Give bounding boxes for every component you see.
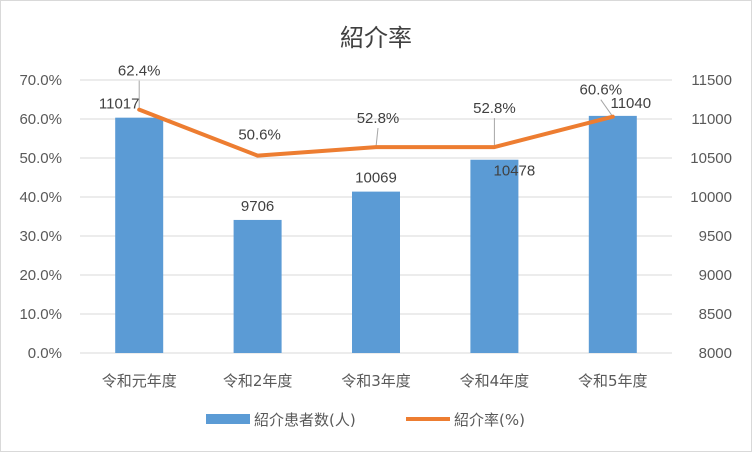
bar <box>470 159 519 353</box>
bar-series <box>115 115 637 353</box>
line-data-labels: 62.4% 50.6% 52.8% 52.8% 60.6% <box>118 63 622 144</box>
right-tick-label: 11000 <box>691 111 732 128</box>
legend-bar-label: 紹介患者数(人) <box>254 411 356 429</box>
left-tick-label: 20.0% <box>19 267 62 284</box>
left-tick-label: 40.0% <box>19 189 62 206</box>
right-tick-label: 10000 <box>690 189 732 206</box>
bar <box>115 117 164 353</box>
left-axis-ticks: 0.0% 10.0% 20.0% 30.0% 40.0% 50.0% 60.0% 70.0% <box>19 72 62 362</box>
right-tick-label: 9500 <box>699 228 732 245</box>
bar <box>352 191 400 353</box>
right-axis-ticks: 8000 8500 9000 9500 10000 10500 11000 11500 <box>690 72 732 362</box>
legend: 紹介患者数(人) 紹介率(%) <box>206 411 525 429</box>
bar-data-labels: 11017 9706 10069 10478 11040 <box>99 95 651 215</box>
line-data-label: 52.8% <box>473 100 516 117</box>
leader-line <box>375 128 379 148</box>
bar <box>588 115 637 353</box>
line-data-label: 62.4% <box>118 63 161 80</box>
right-tick-label: 10500 <box>690 150 732 167</box>
left-tick-label: 10.0% <box>19 306 62 323</box>
line-data-label: 50.6% <box>238 127 281 144</box>
line-data-label: 60.6% <box>580 82 623 99</box>
category-labels: 令和元年度 令和2年度 令和3年度 令和4年度 令和5年度 <box>102 372 648 390</box>
left-tick-label: 70.0% <box>19 72 62 89</box>
category-label: 令和5年度 <box>578 372 648 390</box>
bar-data-label: 10478 <box>494 163 536 180</box>
line-data-label: 52.8% <box>357 110 400 127</box>
right-tick-label: 8000 <box>699 345 732 362</box>
line-series <box>137 107 615 158</box>
line-path <box>137 107 615 158</box>
category-label: 令和2年度 <box>223 372 293 390</box>
chart-title: 紹介率 <box>340 24 412 52</box>
category-label: 令和4年度 <box>460 372 530 390</box>
legend-line-label: 紹介率(%) <box>454 411 525 429</box>
right-tick-label: 9000 <box>699 267 732 284</box>
legend-bar-swatch <box>206 414 250 424</box>
leader-line <box>600 99 614 117</box>
bar-data-label: 9706 <box>241 198 274 215</box>
left-tick-label: 50.0% <box>19 150 62 167</box>
right-tick-label: 11500 <box>691 72 732 89</box>
left-tick-label: 60.0% <box>19 111 62 128</box>
bar-data-label: 11040 <box>610 95 651 112</box>
bar-data-label: 11017 <box>99 96 140 113</box>
bar <box>233 219 282 353</box>
leader-lines <box>138 80 614 148</box>
category-label: 令和3年度 <box>341 372 411 390</box>
left-tick-label: 30.0% <box>19 228 62 245</box>
category-label: 令和元年度 <box>102 372 177 390</box>
right-tick-label: 8500 <box>699 306 732 323</box>
bar-data-label: 10069 <box>355 170 397 187</box>
left-tick-label: 0.0% <box>28 345 62 362</box>
